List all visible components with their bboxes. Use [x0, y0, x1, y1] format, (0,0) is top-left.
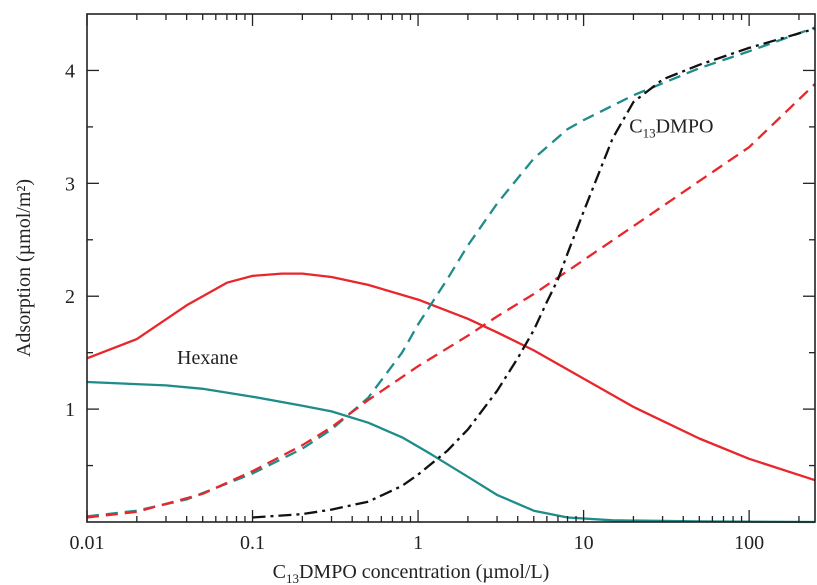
x-tick-label: 100: [734, 532, 764, 554]
annotation-hexane: Hexane: [177, 347, 238, 369]
y-tick-label: 2: [65, 286, 75, 308]
series-layer: [86, 26, 816, 524]
plot-frame: [86, 13, 816, 523]
y-tick-label: 3: [65, 173, 75, 195]
x-axis-title: C13DMPO concentration (µmol/L): [273, 561, 550, 585]
y-tick-label: 4: [65, 60, 75, 82]
annotation-c13dmpo-sub: 13: [643, 126, 656, 141]
ticks-layer: [86, 14, 815, 522]
series-line-red-dashed: [86, 83, 816, 519]
annotation-c13dmpo: C13DMPO: [629, 116, 713, 141]
y-tick-label: 1: [65, 399, 75, 421]
series-line-red-solid: [86, 272, 816, 482]
x-tick-label: 0.1: [240, 532, 265, 554]
series-line-teal-dashed: [86, 26, 816, 518]
x-tick-label: 1: [413, 532, 423, 554]
series-line-teal-solid: [86, 380, 816, 524]
x-axis-title-post: DMPO concentration (µmol/L): [299, 561, 549, 583]
annotation-c13dmpo-post: DMPO: [656, 116, 714, 138]
x-tick-label: 10: [574, 532, 594, 554]
y-axis-title: Adsorption (µmol/m²): [13, 179, 35, 357]
series-line-black-dashdot: [252, 27, 816, 519]
x-axis-title-sub: 13: [286, 571, 299, 585]
annotation-c13dmpo-pre: C: [629, 116, 642, 138]
x-tick-label: 0.01: [70, 532, 105, 554]
tick-labels-layer: 0.01 0.1 1 10 100 1 2 3 4: [65, 60, 764, 554]
x-axis-title-pre: C: [273, 561, 286, 583]
